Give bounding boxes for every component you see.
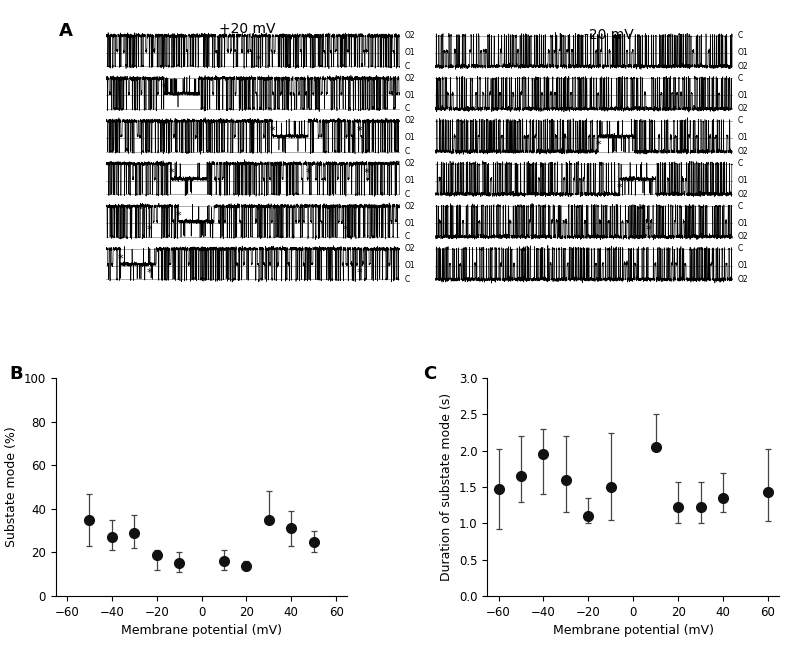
Text: C: C <box>405 190 409 198</box>
Text: *: * <box>147 225 153 235</box>
Text: *: * <box>176 211 181 221</box>
Text: -20 mV: -20 mV <box>584 28 634 42</box>
Text: O2: O2 <box>737 147 748 156</box>
Text: C: C <box>737 244 743 253</box>
Text: *: * <box>342 225 348 235</box>
Text: O2: O2 <box>405 202 415 211</box>
Text: *: * <box>617 183 622 193</box>
Text: O2: O2 <box>737 275 748 284</box>
Text: O2: O2 <box>405 117 415 125</box>
Y-axis label: Duration of substate mode (s): Duration of substate mode (s) <box>440 393 453 581</box>
Text: C: C <box>423 365 436 383</box>
Text: O1: O1 <box>405 91 415 100</box>
Text: O1: O1 <box>405 48 415 57</box>
Text: *: * <box>357 126 363 136</box>
Text: *: * <box>364 168 370 179</box>
Text: C: C <box>405 233 409 241</box>
Text: C: C <box>405 147 409 156</box>
Text: *: * <box>169 168 174 179</box>
Text: O2: O2 <box>405 159 415 168</box>
Text: *: * <box>255 55 261 65</box>
Text: O1: O1 <box>737 261 748 271</box>
Text: O2: O2 <box>737 233 748 241</box>
Text: C: C <box>737 117 743 125</box>
Text: C: C <box>737 159 743 168</box>
Text: O2: O2 <box>405 31 415 40</box>
Text: *: * <box>161 83 167 93</box>
Text: +20 mV: +20 mV <box>219 22 276 36</box>
Text: *: * <box>646 225 652 235</box>
Text: *: * <box>118 253 123 264</box>
Text: O1: O1 <box>737 91 748 100</box>
X-axis label: Membrane potential (mV): Membrane potential (mV) <box>553 624 714 637</box>
Text: O1: O1 <box>737 48 748 57</box>
Text: O1: O1 <box>405 134 415 143</box>
Text: O2: O2 <box>737 104 748 113</box>
Text: O1: O1 <box>737 134 748 143</box>
Text: *: * <box>270 126 276 136</box>
Text: *: * <box>357 268 363 278</box>
Text: O1: O1 <box>405 261 415 271</box>
Text: C: C <box>737 31 743 40</box>
Text: *: * <box>306 168 312 179</box>
Text: O2: O2 <box>737 190 748 198</box>
Y-axis label: Substate mode (%): Substate mode (%) <box>5 426 18 548</box>
Text: O1: O1 <box>405 176 415 185</box>
Text: C: C <box>405 62 409 71</box>
Text: C: C <box>405 104 409 113</box>
Text: C: C <box>737 202 743 211</box>
Text: C: C <box>405 275 409 284</box>
Text: O1: O1 <box>737 219 748 228</box>
X-axis label: Membrane potential (mV): Membrane potential (mV) <box>121 624 282 637</box>
Text: *: * <box>595 140 601 150</box>
Text: O2: O2 <box>405 244 415 253</box>
Text: A: A <box>60 22 73 41</box>
Text: B: B <box>9 365 22 383</box>
Text: O1: O1 <box>737 176 748 185</box>
Text: O2: O2 <box>737 62 748 71</box>
Text: *: * <box>147 268 153 278</box>
Text: O1: O1 <box>405 219 415 228</box>
Text: O2: O2 <box>405 74 415 83</box>
Text: C: C <box>737 74 743 83</box>
